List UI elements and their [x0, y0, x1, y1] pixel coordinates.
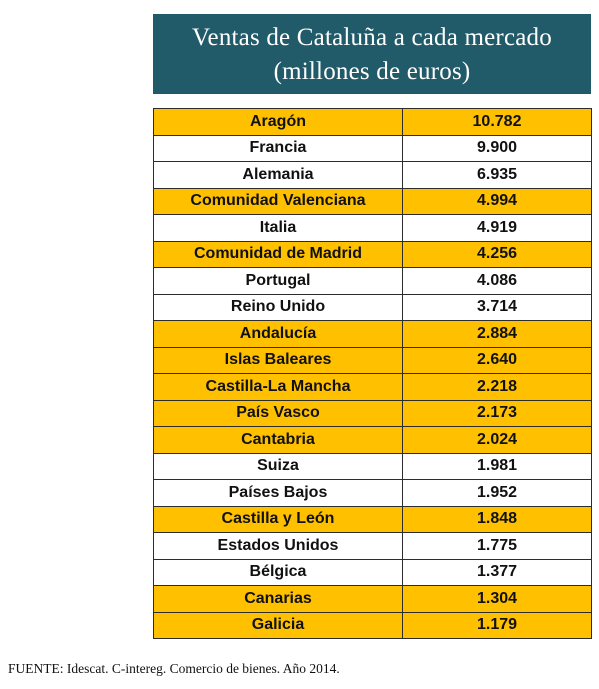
sales-value-cell: 2.024 — [402, 426, 592, 454]
sales-value-cell: 2.884 — [402, 320, 592, 348]
market-name-cell: Estados Unidos — [153, 532, 403, 560]
table-row: Portugal 4.086 — [153, 267, 592, 295]
sales-value-cell: 10.782 — [402, 108, 592, 136]
market-name-cell: Comunidad Valenciana — [153, 187, 403, 215]
table-row: Estados Unidos 1.775 — [153, 532, 592, 560]
sales-value-cell: 2.218 — [402, 373, 592, 401]
table-row: Comunidad de Madrid 4.256 — [153, 240, 592, 268]
market-name-cell: Galicia — [153, 611, 403, 639]
table-row: Alemania 6.935 — [153, 161, 592, 189]
sales-value-cell: 1.775 — [402, 532, 592, 560]
market-name-cell: Comunidad de Madrid — [153, 240, 403, 268]
sales-value-cell: 2.173 — [402, 399, 592, 427]
market-name-cell: Países Bajos — [153, 479, 403, 507]
sales-value-cell: 1.981 — [402, 452, 592, 480]
market-name-cell: Portugal — [153, 267, 403, 295]
table-title: Ventas de Cataluña a cada mercado (millo… — [153, 14, 591, 94]
table-row: Bélgica 1.377 — [153, 558, 592, 586]
sales-table: Aragón 10.782 Francia 9.900 Alemania 6.935 Com… — [153, 108, 592, 639]
market-name-cell: Cantabria — [153, 426, 403, 454]
table-row: Castilla y León 1.848 — [153, 505, 592, 533]
table-row: País Vasco 2.173 — [153, 399, 592, 427]
table-row: Comunidad Valenciana 4.994 — [153, 187, 592, 215]
market-name-cell: Aragón — [153, 108, 403, 136]
sales-value-cell: 9.900 — [402, 134, 592, 162]
table-row: Italia 4.919 — [153, 214, 592, 242]
table-row: Aragón 10.782 — [153, 108, 592, 136]
sales-value-cell: 4.994 — [402, 187, 592, 215]
market-name-cell: Alemania — [153, 161, 403, 189]
table-row: Francia 9.900 — [153, 134, 592, 162]
table-row: Islas Baleares 2.640 — [153, 346, 592, 374]
sales-value-cell: 1.952 — [402, 479, 592, 507]
sales-table-body: Aragón 10.782 Francia 9.900 Alemania 6.935 Com… — [153, 108, 592, 639]
sales-value-cell: 1.304 — [402, 585, 592, 613]
table-row: Canarias 1.304 — [153, 585, 592, 613]
sales-value-cell: 2.640 — [402, 346, 592, 374]
market-name-cell: Islas Baleares — [153, 346, 403, 374]
sales-value-cell: 3.714 — [402, 293, 592, 321]
market-name-cell: Castilla y León — [153, 505, 403, 533]
market-name-cell: Suiza — [153, 452, 403, 480]
table-row: Suiza 1.981 — [153, 452, 592, 480]
title-line-1: Ventas de Cataluña a cada mercado — [192, 24, 552, 51]
table-row: Andalucía 2.884 — [153, 320, 592, 348]
table-row: Castilla-La Mancha 2.218 — [153, 373, 592, 401]
table-row: Cantabria 2.024 — [153, 426, 592, 454]
sales-value-cell: 4.086 — [402, 267, 592, 295]
sales-value-cell: 1.179 — [402, 611, 592, 639]
market-name-cell: País Vasco — [153, 399, 403, 427]
sales-value-cell: 6.935 — [402, 161, 592, 189]
source-note: FUENTE: Idescat. C-intereg. Comercio de … — [8, 661, 340, 676]
market-name-cell: Reino Unido — [153, 293, 403, 321]
sales-value-cell: 1.377 — [402, 558, 592, 586]
market-name-cell: Canarias — [153, 585, 403, 613]
sales-value-cell: 4.919 — [402, 214, 592, 242]
market-name-cell: Andalucía — [153, 320, 403, 348]
market-name-cell: Castilla-La Mancha — [153, 373, 403, 401]
sales-value-cell: 4.256 — [402, 240, 592, 268]
market-name-cell: Bélgica — [153, 558, 403, 586]
market-name-cell: Italia — [153, 214, 403, 242]
market-name-cell: Francia — [153, 134, 403, 162]
table-row: Reino Unido 3.714 — [153, 293, 592, 321]
title-line-2: (millones de euros) — [273, 58, 471, 85]
table-row: Países Bajos 1.952 — [153, 479, 592, 507]
table-row: Galicia 1.179 — [153, 611, 592, 639]
sales-value-cell: 1.848 — [402, 505, 592, 533]
